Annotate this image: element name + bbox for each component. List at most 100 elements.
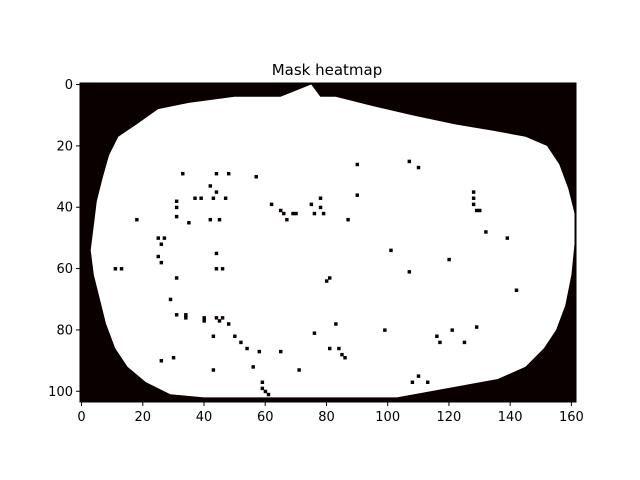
heatmap-cell bbox=[171, 355, 176, 360]
heatmap-cell bbox=[410, 380, 415, 384]
heatmap-cell bbox=[223, 196, 228, 200]
heatmap-cell bbox=[156, 236, 160, 240]
x-tick-label: 0 bbox=[77, 410, 85, 425]
heatmap-cell bbox=[462, 340, 467, 345]
heatmap-cell bbox=[208, 184, 213, 188]
heatmap-cell bbox=[438, 340, 442, 345]
x-tick-label: 160 bbox=[559, 410, 584, 425]
heatmap-cell bbox=[383, 328, 387, 332]
heatmap-cell bbox=[294, 211, 298, 216]
x-tick-label: 120 bbox=[437, 410, 462, 425]
y-tick-label: 100 bbox=[48, 385, 73, 400]
heatmap-cell bbox=[435, 334, 439, 338]
heatmap-cell bbox=[202, 316, 206, 320]
heatmap-cell bbox=[514, 288, 519, 292]
heatmap-cell bbox=[260, 386, 265, 391]
heatmap-cell bbox=[187, 221, 191, 225]
heatmap-cell bbox=[355, 162, 360, 167]
heatmap-cell bbox=[214, 251, 219, 256]
heatmap-cell bbox=[471, 196, 476, 200]
heatmap-cell bbox=[343, 355, 347, 360]
heatmap-cell bbox=[318, 205, 323, 210]
heatmap-cell bbox=[337, 346, 341, 351]
y-tick-label: 60 bbox=[56, 262, 73, 277]
x-tick-label: 40 bbox=[196, 410, 213, 425]
heatmap-cell bbox=[328, 346, 332, 351]
y-tick-label: 80 bbox=[56, 323, 73, 338]
heatmap-cell bbox=[478, 208, 482, 213]
heatmap-cell bbox=[199, 196, 203, 200]
heatmap-cell bbox=[471, 202, 476, 207]
heatmap-cell bbox=[184, 313, 188, 317]
y-tick-label: 20 bbox=[56, 139, 73, 154]
heatmap-cell bbox=[407, 270, 412, 274]
heatmap-cell bbox=[156, 254, 160, 259]
heatmap-mask-region bbox=[90, 84, 575, 398]
y-axis: 0 20 40 60 80 100 bbox=[48, 78, 80, 400]
y-tick-label: 40 bbox=[56, 201, 73, 216]
heatmap-cell bbox=[416, 165, 421, 170]
heatmap-cell bbox=[484, 230, 488, 234]
heatmap-cell bbox=[214, 316, 219, 320]
heatmap-cell bbox=[355, 193, 360, 197]
heatmap-cell bbox=[425, 380, 430, 384]
heatmap-cell bbox=[318, 196, 323, 200]
heatmap-cell bbox=[181, 171, 185, 176]
heatmap-cell bbox=[309, 202, 314, 207]
heatmap-cell bbox=[202, 319, 206, 323]
y-tick-label: 0 bbox=[65, 78, 73, 93]
heatmap-cell bbox=[233, 334, 237, 338]
heatmap-cell bbox=[135, 217, 139, 222]
heatmap-cell bbox=[168, 297, 173, 302]
heatmap-cell bbox=[447, 257, 451, 262]
heatmap-cell bbox=[251, 365, 255, 369]
heatmap-cell bbox=[254, 175, 258, 179]
heatmap-cell bbox=[474, 208, 479, 213]
heatmap-cell bbox=[174, 205, 179, 210]
heatmap-cell bbox=[184, 316, 188, 320]
heatmap-cell bbox=[471, 190, 476, 194]
heatmap-cell bbox=[279, 349, 283, 354]
heatmap-cell bbox=[174, 313, 179, 317]
heatmap-cell bbox=[474, 325, 479, 329]
heatmap-cell bbox=[291, 211, 295, 216]
chart-title: Mask heatmap bbox=[272, 61, 383, 79]
heatmap-cell bbox=[214, 267, 219, 271]
heatmap-cell bbox=[505, 236, 510, 240]
heatmap-cell bbox=[220, 316, 225, 320]
heatmap-cell bbox=[257, 349, 262, 354]
heatmap-cell bbox=[324, 279, 329, 283]
heatmap-cell bbox=[159, 359, 164, 363]
x-tick-label: 100 bbox=[375, 410, 400, 425]
heatmap-cell bbox=[214, 190, 219, 194]
x-tick-label: 20 bbox=[134, 410, 151, 425]
heatmap-cell bbox=[174, 276, 179, 280]
x-tick-label: 80 bbox=[318, 410, 335, 425]
plot-frame bbox=[79, 82, 577, 403]
heatmap-cell bbox=[239, 340, 243, 345]
heatmap-cell bbox=[328, 276, 332, 280]
heatmap-cell bbox=[263, 389, 268, 394]
heatmap-cell bbox=[407, 159, 412, 164]
heatmap-cell bbox=[279, 208, 283, 213]
heatmap-cell bbox=[285, 217, 289, 222]
heatmap-cell bbox=[193, 196, 197, 200]
heatmap-cell bbox=[226, 171, 231, 176]
heatmap-cell bbox=[226, 322, 231, 326]
heatmap-cell bbox=[245, 346, 249, 351]
heatmap-cell bbox=[159, 242, 164, 246]
heatmap-cell bbox=[269, 202, 274, 207]
heatmap-cell bbox=[220, 267, 225, 271]
heatmap-cell bbox=[174, 214, 179, 219]
heatmap-cell bbox=[450, 328, 454, 332]
heatmap-cell bbox=[211, 196, 216, 200]
heatmap-cell bbox=[217, 319, 222, 323]
heatmap-cell bbox=[174, 199, 179, 204]
heatmap-cell bbox=[119, 267, 124, 271]
heatmap-cell bbox=[217, 217, 222, 222]
heatmap-cell bbox=[208, 217, 213, 222]
heatmap-cell bbox=[416, 374, 421, 378]
plot-area bbox=[80, 83, 576, 402]
heatmap-cell bbox=[162, 236, 167, 240]
heatmap-cell bbox=[297, 368, 301, 372]
